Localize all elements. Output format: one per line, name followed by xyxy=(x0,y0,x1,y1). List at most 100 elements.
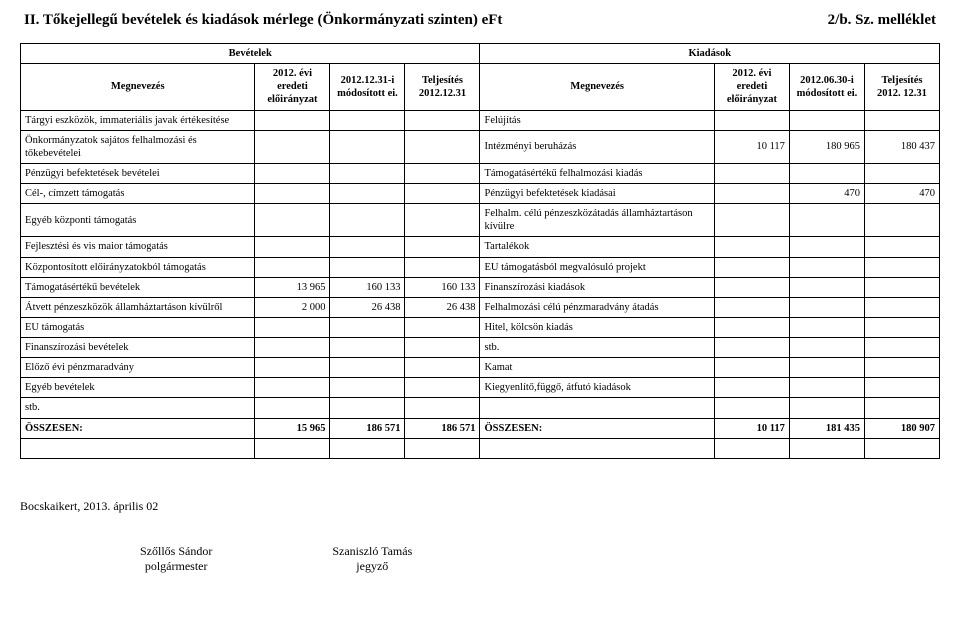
cell-e xyxy=(789,163,864,183)
cell-d xyxy=(714,163,789,183)
cell-e xyxy=(789,297,864,317)
empty-cell xyxy=(864,438,939,458)
cell-e xyxy=(789,338,864,358)
totals-a: 15 965 xyxy=(255,418,330,438)
row-label-left: stb. xyxy=(21,398,255,418)
header-row-2: Megnevezés 2012. évi eredeti előirányzat… xyxy=(21,64,940,110)
row-label-left: Cél-, címzett támogatás xyxy=(21,184,255,204)
row-label-right: EU támogatásból megvalósuló projekt xyxy=(480,257,714,277)
cell-e xyxy=(789,110,864,130)
cell-a xyxy=(255,130,330,163)
signature-1: Szőllős Sándor polgármester xyxy=(140,544,212,574)
signature-2: Szaniszló Tamás jegyző xyxy=(332,544,412,574)
cell-b xyxy=(330,204,405,237)
row-label-left: EU támogatás xyxy=(21,317,255,337)
cell-c xyxy=(405,317,480,337)
header-col3: Teljesítés 2012.12.31 xyxy=(405,64,480,110)
cell-f xyxy=(864,277,939,297)
cell-c xyxy=(405,204,480,237)
place-date: Bocskaikert, 2013. április 02 xyxy=(20,499,940,514)
row-label-right: Felhalmozási célú pénzmaradvány átadás xyxy=(480,297,714,317)
cell-d xyxy=(714,204,789,237)
header-col4: 2012. évi eredeti előirányzat xyxy=(714,64,789,110)
header-row-1: Bevételek Kiadások xyxy=(21,44,940,64)
cell-b: 26 438 xyxy=(330,297,405,317)
cell-e: 180 965 xyxy=(789,130,864,163)
cell-a: 2 000 xyxy=(255,297,330,317)
cell-a xyxy=(255,358,330,378)
empty-cell xyxy=(714,438,789,458)
table-row: Cél-, címzett támogatásPénzügyi befektet… xyxy=(21,184,940,204)
cell-b xyxy=(330,163,405,183)
cell-d xyxy=(714,398,789,418)
cell-e xyxy=(789,398,864,418)
empty-cell xyxy=(480,438,714,458)
cell-d xyxy=(714,277,789,297)
cell-d xyxy=(714,257,789,277)
header-col2: 2012.12.31-i módosított ei. xyxy=(330,64,405,110)
cell-d xyxy=(714,317,789,337)
header-col1: 2012. évi eredeti előirányzat xyxy=(255,64,330,110)
table-row: Átvett pénzeszközök államháztartáson kív… xyxy=(21,297,940,317)
cell-a xyxy=(255,184,330,204)
cell-d xyxy=(714,378,789,398)
cell-e xyxy=(789,257,864,277)
totals-b: 186 571 xyxy=(330,418,405,438)
sig1-name: Szőllős Sándor xyxy=(140,544,212,559)
cell-a xyxy=(255,378,330,398)
cell-a xyxy=(255,237,330,257)
cell-c xyxy=(405,257,480,277)
row-label-left: Tárgyi eszközök, immateriális javak érté… xyxy=(21,110,255,130)
cell-c xyxy=(405,378,480,398)
cell-f xyxy=(864,398,939,418)
header-megnevezes-left: Megnevezés xyxy=(21,64,255,110)
cell-b xyxy=(330,184,405,204)
empty-cell xyxy=(255,438,330,458)
empty-cell xyxy=(789,438,864,458)
row-label-right: Kiegyenlítő,függő, átfutó kiadások xyxy=(480,378,714,398)
sig2-title: jegyző xyxy=(332,559,412,574)
row-label-left: Fejlesztési és vis maior támogatás xyxy=(21,237,255,257)
cell-b: 160 133 xyxy=(330,277,405,297)
cell-f xyxy=(864,378,939,398)
table-row: Tárgyi eszközök, immateriális javak érté… xyxy=(21,110,940,130)
row-label-left: Egyéb központi támogatás xyxy=(21,204,255,237)
cell-f xyxy=(864,297,939,317)
table-row: EU támogatás Hitel, kölcsön kiadás xyxy=(21,317,940,337)
totals-label-left: ÖSSZESEN: xyxy=(21,418,255,438)
cell-f xyxy=(864,110,939,130)
title-right: 2/b. Sz. melléklet xyxy=(828,12,936,29)
cell-b xyxy=(330,338,405,358)
row-label-right: Kamat xyxy=(480,358,714,378)
cell-c xyxy=(405,398,480,418)
cell-c xyxy=(405,358,480,378)
cell-a: 13 965 xyxy=(255,277,330,297)
cell-b xyxy=(330,130,405,163)
title-row: II. Tőkejellegű bevételek és kiadások mé… xyxy=(20,12,940,29)
cell-f xyxy=(864,163,939,183)
header-bevetelek: Bevételek xyxy=(21,44,480,64)
table-row: Központosított előirányzatokból támogatá… xyxy=(21,257,940,277)
cell-b xyxy=(330,358,405,378)
cell-e xyxy=(789,277,864,297)
cell-b xyxy=(330,317,405,337)
totals-f: 180 907 xyxy=(864,418,939,438)
cell-c xyxy=(405,338,480,358)
table-row: Előző évi pénzmaradványKamat xyxy=(21,358,940,378)
cell-f xyxy=(864,204,939,237)
cell-d xyxy=(714,237,789,257)
cell-c xyxy=(405,237,480,257)
row-label-left: Központosított előirányzatokból támogatá… xyxy=(21,257,255,277)
empty-cell xyxy=(405,438,480,458)
empty-row xyxy=(21,438,940,458)
cell-e xyxy=(789,204,864,237)
row-label-right: stb. xyxy=(480,338,714,358)
header-kiadasok: Kiadások xyxy=(480,44,940,64)
cell-c xyxy=(405,163,480,183)
cell-e xyxy=(789,317,864,337)
row-label-right: Hitel, kölcsön kiadás xyxy=(480,317,714,337)
header-col6: Teljesítés 2012. 12.31 xyxy=(864,64,939,110)
sig2-name: Szaniszló Tamás xyxy=(332,544,412,559)
cell-a xyxy=(255,204,330,237)
cell-f xyxy=(864,257,939,277)
